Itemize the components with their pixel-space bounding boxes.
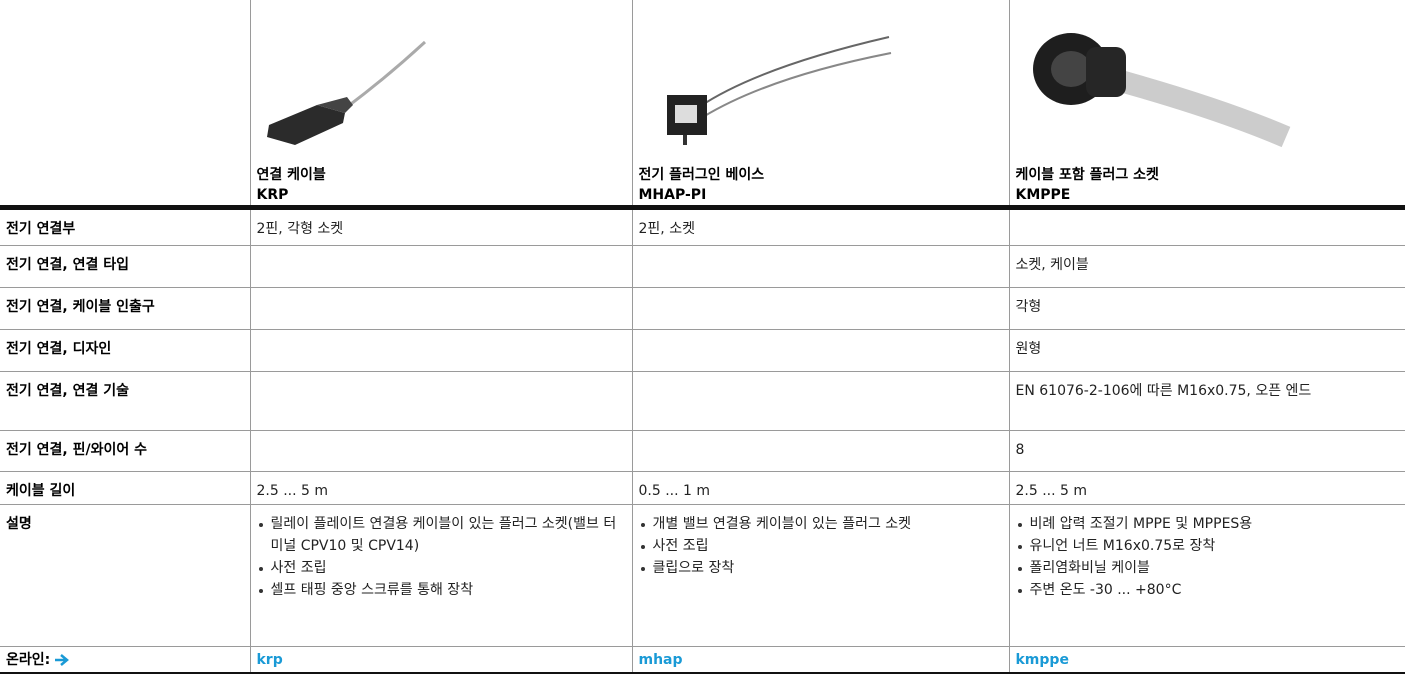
corner-cell (0, 0, 250, 210)
cell: 2핀, 소켓 (631, 207, 1009, 246)
cell: 릴레이 플레이트 연결용 케이블이 있는 플러그 소켓(밸브 터미널 CPV10… (249, 504, 632, 647)
product-image (666, 35, 891, 145)
bullet-item: 주변 온도 -30 ... +80°C (1017, 579, 1400, 601)
bullet-item: 폴리염화비닐 케이블 (1017, 557, 1400, 579)
row-label: 설명 (0, 504, 250, 647)
bullet-item: 사전 조립 (258, 557, 626, 579)
product-image (1032, 32, 1290, 147)
product-cell: 케이블 포함 플러그 소켓 KMPPE (1008, 0, 1405, 210)
bullet-list: 개별 밸브 연결용 케이블이 있는 플러그 소켓 사전 조립 클립으로 장착 (639, 513, 1003, 579)
product-name: 케이블 포함 플러그 소켓 (1015, 166, 1159, 183)
table-row: 전기 연결, 핀/와이어 수 8 (0, 430, 1405, 472)
table-row: 전기 연결, 디자인 원형 (0, 329, 1405, 372)
online-link[interactable]: krp (256, 651, 283, 668)
cell: EN 61076-2-106에 따른 M16x0.75, 오픈 엔드 (1008, 371, 1405, 431)
arrow-icon (55, 653, 70, 666)
cell (1008, 207, 1405, 246)
cell (249, 329, 632, 372)
product-cell: 연결 케이블 KRP (249, 0, 632, 210)
cell: mhap (631, 646, 1009, 674)
online-label: 온라인: (6, 651, 51, 668)
product-code: KRP (256, 186, 289, 203)
bullet-item: 개별 밸브 연결용 케이블이 있는 플러그 소켓 (640, 513, 1003, 535)
cell (249, 371, 632, 431)
cell: 소켓, 케이블 (1008, 245, 1405, 288)
header-row: 연결 케이블 KRP 전기 플러그인 베이스 MHAP-PI (0, 0, 1405, 210)
table-row: 케이블 길이 2.5 ... 5 m 0.5 ... 1 m 2.5 ... 5 m (0, 471, 1405, 505)
cell (249, 245, 632, 288)
cell (631, 329, 1009, 372)
row-label: 전기 연결, 연결 타입 (0, 245, 250, 288)
product-name: 전기 플러그인 베이스 (638, 166, 765, 183)
product-code: KMPPE (1015, 186, 1071, 203)
cell: 각형 (1008, 287, 1405, 330)
table-row: 전기 연결, 연결 기술 EN 61076-2-106에 따른 M16x0.75,… (0, 371, 1405, 431)
bullet-item: 릴레이 플레이트 연결용 케이블이 있는 플러그 소켓(밸브 터미널 CPV10… (258, 513, 626, 557)
row-label: 전기 연결, 연결 기술 (0, 371, 250, 431)
online-link[interactable]: kmppe (1015, 651, 1069, 668)
cell (249, 430, 632, 472)
row-label: 전기 연결, 디자인 (0, 329, 250, 372)
row-label: 온라인: (0, 646, 250, 674)
cell: 2핀, 각형 소켓 (249, 207, 632, 246)
cell: 비례 압력 조절기 MPPE 및 MPPES용 유니언 너트 M16x0.75로 … (1008, 504, 1405, 647)
description-row: 설명 릴레이 플레이트 연결용 케이블이 있는 플러그 소켓(밸브 터미널 CPV… (0, 504, 1405, 647)
table-row: 전기 연결, 연결 타입 소켓, 케이블 (0, 245, 1405, 288)
table-row: 전기 연결부 2핀, 각형 소켓 2핀, 소켓 (0, 207, 1405, 246)
cell: 2.5 ... 5 m (1008, 471, 1405, 505)
cell (249, 287, 632, 330)
online-row: 온라인: krp mhap kmppe (0, 646, 1405, 674)
product-code: MHAP-PI (638, 186, 707, 203)
row-label: 전기 연결, 케이블 인출구 (0, 287, 250, 330)
bullet-item: 비례 압력 조절기 MPPE 및 MPPES용 (1017, 513, 1400, 535)
product-cell: 전기 플러그인 베이스 MHAP-PI (631, 0, 1009, 210)
cell: 원형 (1008, 329, 1405, 372)
cell: 0.5 ... 1 m (631, 471, 1009, 505)
row-label: 전기 연결, 핀/와이어 수 (0, 430, 250, 472)
bullet-item: 사전 조립 (640, 535, 1003, 557)
cell (631, 287, 1009, 330)
cell (631, 371, 1009, 431)
cell (631, 245, 1009, 288)
row-label: 케이블 길이 (0, 471, 250, 505)
cell (631, 430, 1009, 472)
online-link[interactable]: mhap (638, 651, 683, 668)
cell: 개별 밸브 연결용 케이블이 있는 플러그 소켓 사전 조립 클립으로 장착 (631, 504, 1009, 647)
bullet-item: 클립으로 장착 (640, 557, 1003, 579)
product-name: 연결 케이블 (256, 166, 326, 183)
bullet-item: 유니언 너트 M16x0.75로 장착 (1017, 535, 1400, 557)
bullet-list: 비례 압력 조절기 MPPE 및 MPPES용 유니언 너트 M16x0.75로 … (1016, 513, 1400, 601)
cell: 8 (1008, 430, 1405, 472)
cell: krp (249, 646, 632, 674)
bullet-list: 릴레이 플레이트 연결용 케이블이 있는 플러그 소켓(밸브 터미널 CPV10… (257, 513, 626, 601)
cell: kmppe (1008, 646, 1405, 674)
row-label: 전기 연결부 (0, 207, 250, 246)
cell: 2.5 ... 5 m (249, 471, 632, 505)
table-row: 전기 연결, 케이블 인출구 각형 (0, 287, 1405, 330)
product-image (266, 40, 426, 145)
bullet-item: 셀프 태핑 중앙 스크류를 통해 장착 (258, 579, 626, 601)
